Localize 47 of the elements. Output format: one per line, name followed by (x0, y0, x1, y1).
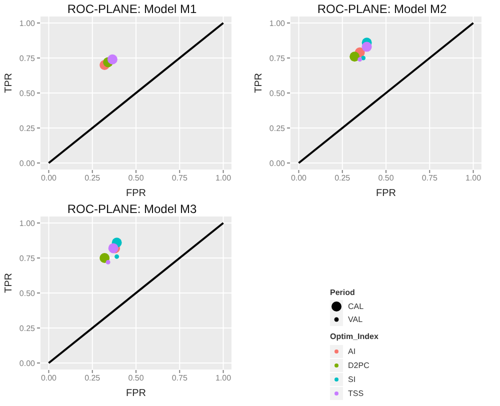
y-tick-label: 0.75 (269, 54, 286, 63)
chart-title: ROC-PLANE: Model M2 (316, 2, 448, 16)
y-tick-label: 0.50 (19, 88, 36, 98)
x-tick-label: 0.25 (84, 374, 101, 383)
legend-label: TSS (348, 388, 364, 398)
y-tick-label: 1.00 (19, 18, 36, 28)
y-axis-title: TPR (4, 73, 15, 93)
x-tick-label: 1.00 (215, 374, 232, 383)
legend-title: Optim_Index (330, 332, 378, 341)
y-tick-label: 1.00 (269, 18, 286, 28)
x-tick-label: 0.75 (172, 374, 188, 383)
y-tick-label: 0.50 (269, 88, 286, 98)
y-tick-label: 0.75 (19, 254, 36, 263)
text: Period (330, 288, 356, 297)
y-tick-label: 1.00 (19, 218, 36, 228)
x-tick-label: 0.00 (40, 174, 58, 183)
legend-label: CAL (348, 302, 364, 311)
x-tick-label: 0.50 (128, 174, 144, 183)
y-tick-label: 0.50 (19, 288, 36, 298)
x-tick-label: 0.00 (290, 174, 308, 183)
y-tick-label: 0.75 (19, 54, 36, 63)
x-tick-label: 0.75 (172, 174, 188, 183)
x-tick-label: 0.75 (422, 174, 438, 183)
y-tick-label: 0.00 (19, 358, 36, 368)
y-tick-label: 0.00 (269, 158, 286, 168)
y-axis-title: TPR (254, 73, 265, 93)
x-tick-label: 0.50 (128, 374, 144, 383)
x-tick-label: 0.25 (84, 174, 101, 183)
y-axis-title: TPR (4, 273, 15, 293)
x-tick-label: 1.00 (215, 174, 232, 183)
chart-title: ROC-PLANE: Model M1 (66, 2, 198, 16)
x-tick-label: 0.25 (334, 174, 351, 183)
legend-label: SI (348, 374, 356, 384)
legend-label: D2PC (348, 360, 370, 370)
x-axis-title: FPR (126, 388, 146, 399)
y-tick-label: 0.25 (19, 324, 36, 333)
x-tick-label: 0.50 (378, 174, 394, 183)
y-tick-label: 0.25 (19, 124, 36, 133)
x-axis-title: FPR (376, 188, 396, 199)
y-tick-label: 0.25 (269, 124, 286, 133)
legend-label: AI (348, 346, 356, 356)
legend-label: VAL (348, 315, 363, 324)
x-tick-label: 0.00 (40, 374, 58, 383)
x-tick-label: 1.00 (465, 174, 482, 183)
x-axis-title: FPR (126, 188, 146, 199)
chart-title: ROC-PLANE: Model M3 (66, 202, 198, 216)
y-tick-label: 0.00 (19, 158, 36, 168)
